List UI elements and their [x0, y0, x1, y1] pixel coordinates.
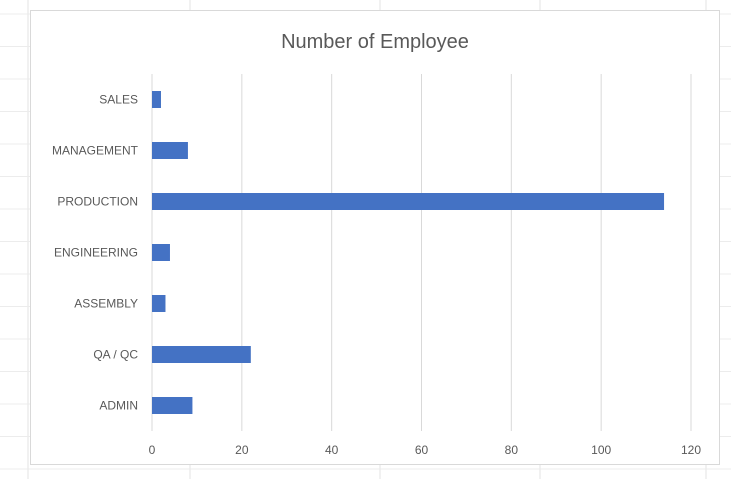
- bar-engineering[interactable]: [152, 244, 170, 261]
- category-label: QA / QC: [93, 348, 138, 362]
- x-tick-label: 0: [149, 443, 156, 457]
- chart-title: Number of Employee: [281, 31, 469, 53]
- chart-area[interactable]: Number of Employee 0 20 40 60 80 100 120 SALES M…: [30, 10, 720, 465]
- category-label: ENGINEERING: [54, 246, 138, 260]
- x-tick-label: 40: [325, 443, 339, 457]
- bar-assembly[interactable]: [152, 295, 166, 312]
- x-tick-label: 100: [591, 443, 611, 457]
- category-label: PRODUCTION: [57, 195, 138, 209]
- x-tick-label: 20: [235, 443, 249, 457]
- category-label: ADMIN: [99, 399, 138, 413]
- category-label: MANAGEMENT: [52, 144, 139, 158]
- bar-sales[interactable]: [152, 91, 161, 108]
- x-tick-label: 60: [415, 443, 429, 457]
- bar-management[interactable]: [152, 142, 188, 159]
- bar-production[interactable]: [152, 193, 665, 210]
- bar-qa-qc[interactable]: [152, 346, 251, 363]
- category-label: ASSEMBLY: [74, 297, 138, 311]
- bar-admin[interactable]: [152, 397, 193, 414]
- plot-area: 0 20 40 60 80 100 120 SALES MANAGEMENT PRODUCTION…: [52, 74, 701, 457]
- category-label: SALES: [99, 93, 138, 107]
- x-tick-label: 80: [505, 443, 519, 457]
- x-tick-label: 120: [681, 443, 701, 457]
